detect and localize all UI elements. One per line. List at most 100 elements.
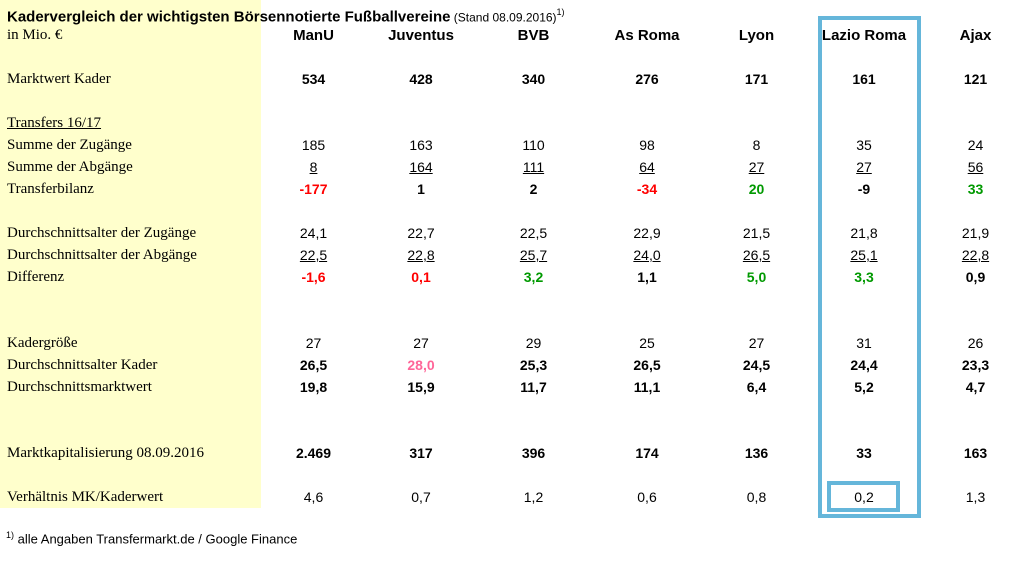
cell-value: 64: [639, 159, 655, 175]
cell-value: 171: [744, 71, 769, 87]
cell-value: 23,3: [961, 357, 990, 373]
table-row: Marktkapitalisierung 08.09.2016 2.469 317 3…: [0, 442, 1033, 464]
cell-value: 0,7: [411, 489, 431, 505]
table-row: Verhältnis MK/Kaderwert 4,6 0,7 1,2 0,6 0,8 0,…: [0, 486, 1033, 508]
cell-value: 136: [744, 445, 769, 461]
cell-value: 27: [413, 335, 429, 351]
spacer-row: [0, 398, 1033, 420]
cell-value: 5,2: [854, 379, 874, 395]
cell-value: 317: [409, 445, 433, 461]
spacer-row: [0, 46, 1033, 68]
cell-value: 11,7: [520, 379, 547, 395]
cell-value: 21,5: [742, 225, 771, 241]
cell-value: 111: [522, 159, 545, 175]
cell-value: 29: [525, 335, 542, 351]
footnote: 1) alle Angaben Transfermarkt.de / Googl…: [0, 530, 1033, 546]
cell-value: 4,7: [965, 379, 986, 395]
cell-value: 25,1: [850, 247, 878, 263]
cell-value: 121: [963, 71, 988, 87]
cell-value: 33: [856, 445, 872, 461]
row-label: Summe der Zugänge: [7, 136, 132, 153]
unit-label: in Mio. €: [7, 26, 63, 43]
row-label: Kadergröße: [7, 334, 78, 351]
table-head: in Mio. € ManU Juventus BVB As Roma Lyon Lazio…: [0, 24, 1033, 46]
cell-value: 24,4: [850, 357, 878, 373]
cell-value: 27: [856, 159, 872, 175]
cell-value: 0,2: [854, 489, 874, 505]
column-header: Lazio Roma: [821, 26, 907, 44]
cell-value: 56: [967, 159, 984, 175]
cell-value: 2: [529, 181, 538, 197]
column-header: Juventus: [388, 26, 454, 44]
cell-value: 22,5: [299, 247, 328, 263]
cell-value: 22,7: [407, 225, 435, 241]
cell-value: -177: [299, 181, 328, 197]
row-label: Durchschnittsalter Kader: [7, 356, 158, 373]
cell-value: 26,5: [742, 247, 771, 263]
cell-value: 25: [639, 335, 655, 351]
cell-value: 340: [521, 71, 546, 87]
cell-value: 110: [522, 137, 545, 153]
cell-value: 25,3: [519, 357, 548, 373]
cell-value: 0,8: [746, 489, 767, 505]
cell-value: 396: [521, 445, 546, 461]
cell-value: 276: [635, 71, 659, 87]
cell-value: [591, 112, 703, 134]
table-row: Kadergröße 27 27 29 25 27 31 26: [0, 332, 1033, 354]
footnote-marker: 1): [6, 530, 15, 540]
spacer-row: [0, 464, 1033, 486]
row-label: Differenz: [7, 268, 65, 285]
cell-value: [476, 112, 591, 134]
table-row: Durchschnittsalter Kader 26,5 28,0 25,3 26,5…: [0, 354, 1033, 376]
cell-value: 35: [856, 137, 872, 153]
column-header: As Roma: [614, 26, 680, 44]
footnote-text: alle Angaben Transfermarkt.de / Google F…: [17, 531, 298, 547]
cell-value: 20: [748, 181, 765, 197]
spacer-row: [0, 310, 1033, 332]
row-label: Verhältnis MK/Kaderwert: [7, 488, 164, 505]
table-row: Marktwert Kader 534 428 340 276 171 161 121: [0, 68, 1033, 90]
row-label: Marktkapitalisierung 08.09.2016: [7, 444, 205, 461]
cell-value: [703, 112, 810, 134]
row-label: Durchschnittsalter der Zugänge: [7, 224, 197, 241]
cell-value: 24: [967, 137, 984, 153]
cell-value: 163: [963, 445, 988, 461]
cell-value: 31: [856, 335, 872, 351]
cell-value: [261, 112, 366, 134]
cell-value: 26: [967, 335, 984, 351]
cell-value: 24,1: [299, 225, 328, 241]
cell-value: 8: [309, 159, 318, 175]
cell-value: 2.469: [295, 445, 332, 461]
cell-value: 33: [967, 181, 984, 197]
cell-value: 428: [409, 71, 433, 87]
cell-value: 21,9: [961, 225, 990, 241]
cell-value: 25,7: [519, 247, 548, 263]
cell-value: -34: [636, 181, 658, 197]
table-row: Durchschnittsalter der Zugänge 24,1 22,7 22…: [0, 222, 1033, 244]
cell-value: 27: [748, 335, 765, 351]
cell-value: 6,4: [746, 379, 767, 395]
cell-value: 28,0: [407, 357, 435, 373]
cell-value: 8: [752, 137, 761, 153]
cell-value: 22,8: [961, 247, 990, 263]
spacer-row: [0, 420, 1033, 442]
table-row: Transferbilanz -177 1 2 -34 20 -9 33: [0, 178, 1033, 200]
column-header: BVB: [517, 26, 550, 44]
cell-value: 98: [639, 137, 655, 153]
cell-value: 1,1: [637, 269, 657, 285]
spacer-row: [0, 200, 1033, 222]
cell-value: 24,5: [742, 357, 771, 373]
comparison-table: in Mio. € ManU Juventus BVB As Roma Lyon Lazio…: [0, 24, 1033, 508]
row-label: Transferbilanz: [7, 180, 94, 197]
cell-value: 24,0: [633, 247, 661, 263]
title-date: (Stand 08.09.2016): [450, 10, 557, 25]
row-label: Durchschnittsalter der Abgänge: [7, 246, 197, 263]
cell-value: 22,5: [519, 225, 548, 241]
cell-value: 26,5: [633, 357, 661, 373]
cell-value: -1,6: [301, 269, 326, 285]
cell-value: [810, 112, 918, 134]
cell-value: 174: [635, 445, 659, 461]
table-row: Durchschnittsalter der Abgänge 22,5 22,8 25…: [0, 244, 1033, 266]
cell-value: 185: [301, 137, 326, 153]
